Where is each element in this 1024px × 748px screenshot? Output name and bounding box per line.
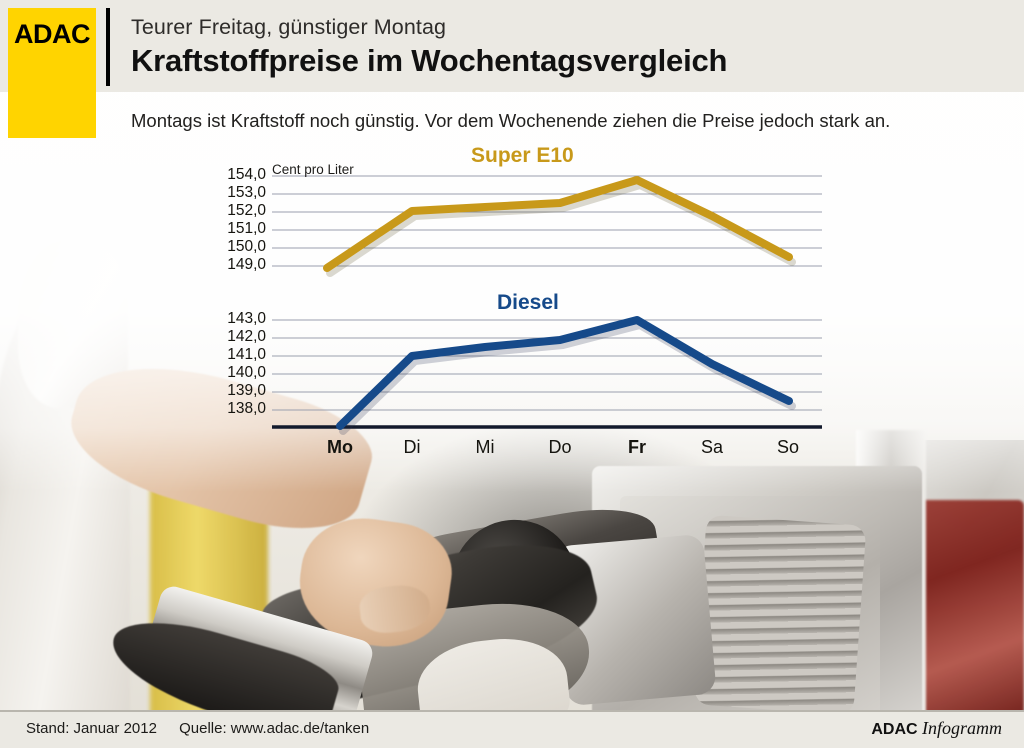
footer-meta: Stand: Januar 2012 Quelle: www.adac.de/t… (26, 720, 387, 737)
header-bar (0, 0, 1024, 92)
y-tick-upper-1: 153,0 (227, 184, 266, 201)
x-tick-do: Do (548, 437, 572, 457)
x-tick-fr: Fr (628, 437, 646, 457)
footer-brand-adac: ADAC (871, 721, 918, 738)
super-e10-line-shadow (326, 181, 796, 277)
footer-source[interactable]: Quelle: www.adac.de/tanken (179, 720, 370, 737)
x-tick-so: So (776, 437, 800, 457)
page-title: Kraftstoffpreise im Wochentagsvergleich (131, 43, 728, 78)
footer-divider (0, 710, 1024, 712)
gridlines-lower (272, 319, 822, 411)
header-divider-rule (106, 8, 110, 86)
y-tick-lower-1: 142,0 (227, 328, 266, 345)
legend-super-e10: Super E10 (471, 144, 574, 167)
y-axis-unit-label: Cent pro Liter (272, 162, 354, 177)
y-tick-upper-2: 152,0 (227, 202, 266, 219)
x-tick-mo: Mo (327, 437, 353, 457)
x-tick-mi: Mi (475, 437, 495, 457)
y-tick-lower-2: 141,0 (227, 346, 266, 363)
y-tick-upper-4: 150,0 (227, 238, 266, 255)
y-tick-lower-4: 139,0 (227, 382, 266, 399)
x-tick-sa: Sa (700, 437, 724, 457)
y-tick-upper-3: 151,0 (227, 220, 266, 237)
footer-brand: ADAC Infogramm (871, 718, 1002, 739)
x-tick-di: Di (403, 437, 421, 457)
header-kicker: Teurer Freitag, günstiger Montag (131, 15, 447, 39)
footer-bar (0, 712, 1024, 748)
adac-logo: ADAC (8, 8, 96, 138)
y-tick-lower-5: 138,0 (227, 400, 266, 417)
y-tick-lower-3: 140,0 (227, 364, 266, 381)
y-tick-upper-5: 149,0 (227, 256, 266, 273)
legend-diesel: Diesel (497, 291, 559, 314)
diesel-line (336, 316, 793, 430)
footer-brand-infogramm: Infogramm (922, 718, 1002, 738)
adac-logo-text: ADAC (14, 19, 91, 49)
y-tick-upper-0: 154,0 (227, 166, 266, 183)
chart-subtitle: Montags ist Kraftstoff noch günstig. Vor… (131, 110, 891, 131)
y-tick-lower-0: 143,0 (227, 310, 266, 327)
super-e10-line (323, 176, 793, 272)
footer-stand: Stand: Januar 2012 (26, 720, 157, 737)
